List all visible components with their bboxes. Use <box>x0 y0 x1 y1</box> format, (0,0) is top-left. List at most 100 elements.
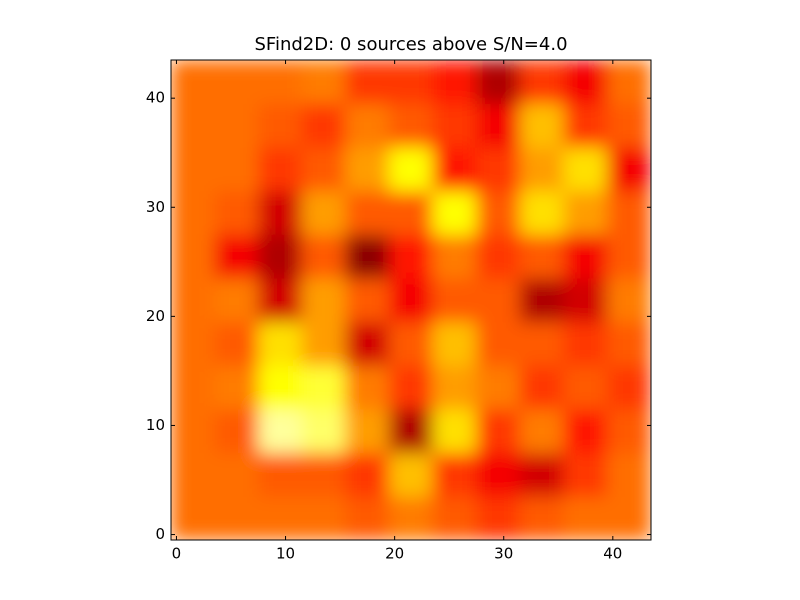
heat-cell <box>476 365 521 410</box>
heat-cell <box>345 365 390 410</box>
heat-cell <box>257 277 303 323</box>
heat-cell <box>519 277 565 323</box>
heat-cell <box>257 321 303 366</box>
heat-cell <box>519 190 565 235</box>
heat-cell <box>607 60 651 104</box>
x-tick-label: 0 <box>172 545 182 563</box>
heat-cell <box>432 60 477 104</box>
heat-cell <box>563 146 608 192</box>
heat-cell <box>345 277 390 323</box>
chart-title: SFind2D: 0 sources above S/N=4.0 <box>254 34 567 55</box>
heat-cell <box>432 234 477 279</box>
heat-cell <box>607 146 651 192</box>
heat-cell <box>432 103 477 148</box>
heat-cell <box>257 103 303 148</box>
heat-cell <box>476 103 521 148</box>
y-tick-label: 0 <box>155 525 165 543</box>
heat-cell <box>432 365 477 410</box>
heat-cell <box>345 60 390 104</box>
heat-cell <box>432 496 477 540</box>
heat-cell <box>476 408 521 454</box>
heat-cell <box>388 103 434 148</box>
heat-cell <box>214 321 259 366</box>
heat-cell <box>345 190 390 235</box>
heat-cell <box>214 234 259 279</box>
heat-cell <box>607 365 651 410</box>
heat-cell <box>301 365 346 410</box>
heat-cell <box>563 452 608 497</box>
heat-cell <box>257 496 303 540</box>
heat-cell <box>171 452 215 497</box>
heat-cell <box>563 496 608 540</box>
heat-cell <box>388 496 434 540</box>
heat-cell <box>171 60 215 104</box>
heat-cell <box>519 146 565 192</box>
heat-cell <box>476 234 521 279</box>
heat-cell <box>476 452 521 497</box>
heat-cell <box>301 408 346 454</box>
heat-cell <box>171 190 215 235</box>
heat-cell <box>432 452 477 497</box>
heat-cell <box>214 60 259 104</box>
heat-cell <box>257 60 303 104</box>
heat-cell <box>432 146 477 192</box>
heat-cell <box>257 190 303 235</box>
heat-cell <box>519 234 565 279</box>
heat-cell <box>388 365 434 410</box>
heat-cell <box>607 103 651 148</box>
heat-cell <box>214 190 259 235</box>
heat-cell <box>607 408 651 454</box>
heat-cell <box>563 103 608 148</box>
heat-cell <box>607 277 651 323</box>
heat-cell <box>388 60 434 104</box>
heat-cell <box>214 496 259 540</box>
heat-cell <box>476 277 521 323</box>
heat-cell <box>171 321 215 366</box>
x-tick-label: 30 <box>494 545 513 563</box>
image <box>171 60 651 540</box>
heat-cell <box>519 321 565 366</box>
heat-cell <box>345 452 390 497</box>
heat-cell <box>432 190 477 235</box>
y-tick-label: 10 <box>146 416 165 434</box>
x-tick-label: 40 <box>603 545 622 563</box>
heat-cell <box>519 452 565 497</box>
heat-cell <box>171 277 215 323</box>
heat-cell <box>563 365 608 410</box>
heat-cell <box>519 408 565 454</box>
heat-cell <box>345 496 390 540</box>
heat-cell <box>301 60 346 104</box>
heat-cell <box>563 321 608 366</box>
heat-cell <box>563 60 608 104</box>
heat-cell <box>214 452 259 497</box>
heat-cell <box>607 234 651 279</box>
heat-cell <box>301 190 346 235</box>
heat-cell <box>345 234 390 279</box>
heat-cell <box>563 277 608 323</box>
heat-cell <box>214 103 259 148</box>
heat-cell <box>301 496 346 540</box>
heat-cell <box>563 190 608 235</box>
x-tick-label: 20 <box>385 545 404 563</box>
heat-cell <box>214 408 259 454</box>
heat-cell <box>301 234 346 279</box>
heat-cell <box>214 146 259 192</box>
heat-cell <box>345 321 390 366</box>
heat-cell <box>345 103 390 148</box>
heat-cell <box>388 146 434 192</box>
heat-cell <box>171 103 215 148</box>
heat-cell <box>388 190 434 235</box>
heat-cell <box>563 234 608 279</box>
heat-cell <box>301 321 346 366</box>
heat-cell <box>257 234 303 279</box>
heat-cell <box>388 452 434 497</box>
heat-cell <box>171 496 215 540</box>
heat-cell <box>476 496 521 540</box>
heat-cell <box>476 190 521 235</box>
heat-cell <box>301 452 346 497</box>
heat-cell <box>345 408 390 454</box>
heat-cell <box>171 408 215 454</box>
heat-cell <box>607 321 651 366</box>
heat-cell <box>214 365 259 410</box>
